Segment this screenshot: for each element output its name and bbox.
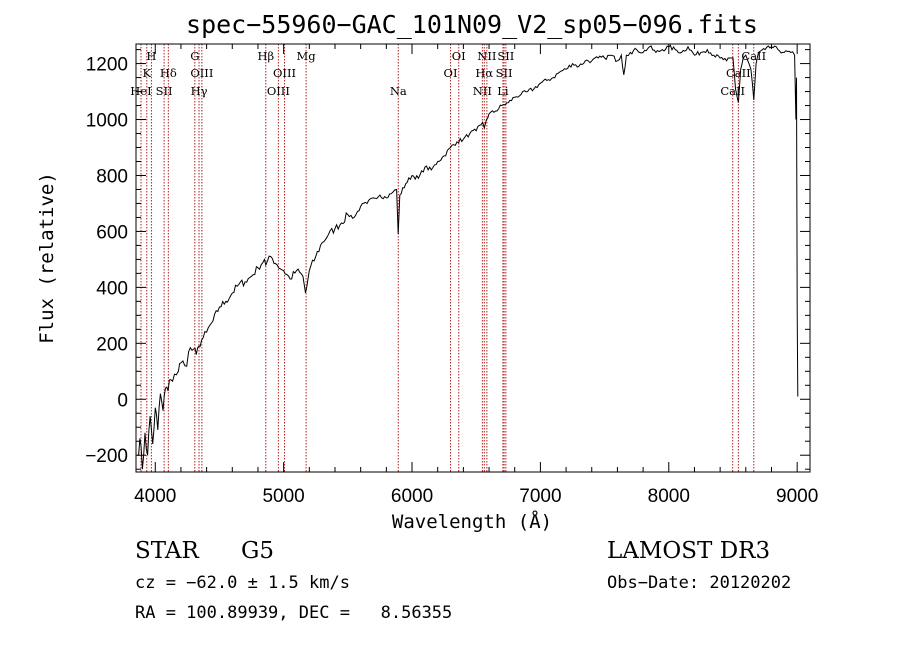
line-label-6: OIII: [190, 66, 213, 80]
redshift-readout: cz = −62.0 ± 1.5 km/s: [135, 573, 350, 593]
x-axis-label: Wavelength (Å): [392, 510, 552, 533]
x-tick-label-2: 6000: [391, 486, 433, 507]
object-type: STAR: [135, 538, 199, 564]
line-label-10: OIII: [267, 84, 290, 98]
line-label-16: Hα: [475, 66, 493, 80]
x-tick-label-4: 8000: [648, 486, 690, 507]
plot-frame: [135, 43, 811, 473]
line-label-14: OI: [444, 66, 458, 80]
spectral-line-markers: [140, 44, 755, 472]
obs-date: Obs−Date: 20120202: [607, 573, 792, 593]
axis-ticks: 4000 5000 6000 7000 8000 9000 −200 0 200 400 600 80…: [85, 44, 818, 507]
spectrum-chart: 4000 5000 6000 7000 8000 9000 −200 0 200 400 600 80…: [36, 10, 818, 533]
chart-title: spec−55960−GAC_101N09_V2_sp05−096.fits: [186, 10, 758, 39]
line-label-7: Hγ: [191, 84, 208, 98]
line-label-8: Hβ: [257, 49, 274, 63]
y-tick-label-1: 0: [117, 390, 128, 411]
y-tick-label-5: 800: [96, 166, 128, 187]
spectral-subclass: G5: [241, 538, 275, 564]
line-label-20: Li: [497, 84, 509, 98]
line-label-0: H: [146, 49, 156, 63]
line-label-13: OI: [452, 49, 466, 63]
line-label-9: OIII: [273, 66, 296, 80]
y-tick-label-3: 400: [96, 278, 128, 299]
line-label-23: CaII: [720, 84, 745, 98]
x-tick-label-1: 5000: [262, 486, 304, 507]
x-tick-label-3: 7000: [519, 486, 561, 507]
coordinates: RA = 100.89939, DEC = 8.56355: [135, 603, 453, 623]
line-label-21: CaII: [741, 49, 766, 63]
line-label-22: CaII: [726, 66, 751, 80]
line-label-3: SII: [156, 84, 173, 98]
line-label-19: SII: [496, 66, 513, 80]
line-label-17: NII: [473, 84, 492, 98]
y-tick-label-0: −200: [85, 446, 128, 467]
line-label-15: NII: [477, 49, 496, 63]
spectrum-series-line: [137, 44, 799, 470]
line-label-1: K: [142, 66, 151, 80]
x-tick-label-5: 9000: [776, 486, 818, 507]
survey-name: LAMOST DR3: [607, 538, 771, 564]
y-tick-label-6: 1000: [86, 111, 128, 132]
line-label-11: Mg: [297, 49, 317, 63]
line-label-18: SII: [497, 49, 514, 63]
line-label-4: Hδ: [160, 66, 177, 80]
y-tick-label-7: 1200: [86, 55, 128, 76]
x-tick-label-0: 4000: [134, 486, 176, 507]
line-label-5: G: [190, 49, 199, 63]
y-axis-label: Flux (relative): [36, 172, 58, 344]
line-label-2: HeI: [130, 84, 151, 98]
y-tick-label-2: 200: [96, 334, 128, 355]
y-tick-label-4: 600: [96, 222, 128, 243]
line-label-12: Na: [390, 84, 407, 98]
